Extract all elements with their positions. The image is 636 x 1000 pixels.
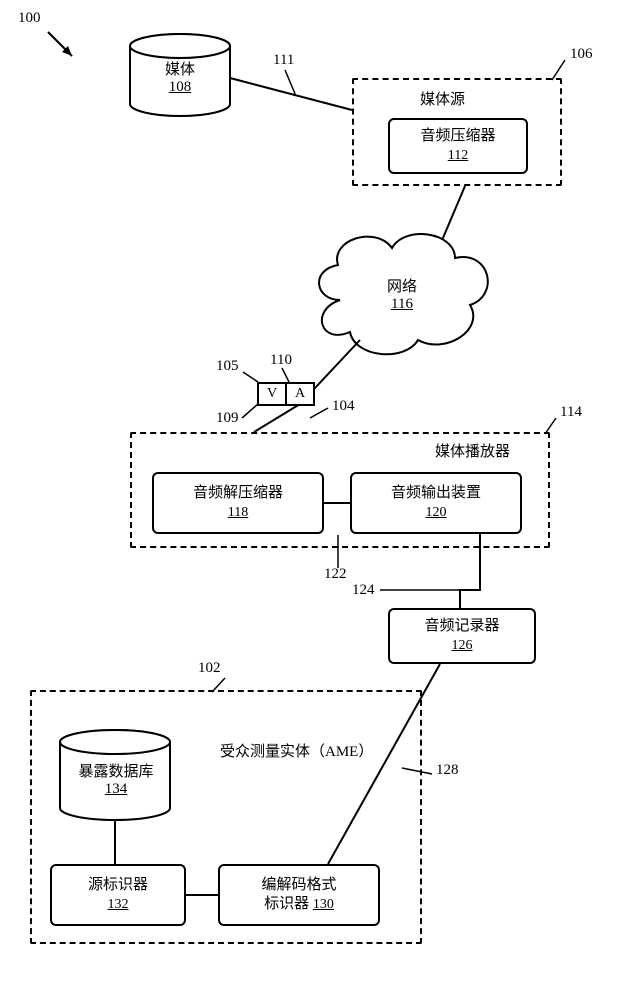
cloud-label: 网络 116 xyxy=(372,275,432,313)
exposure-db-label: 暴露数据库 134 xyxy=(70,760,162,798)
packet-a: A xyxy=(295,386,305,402)
packet-v: V xyxy=(267,386,277,402)
ref-102: 102 xyxy=(198,660,221,677)
codec-identifier-label1: 编解码格式 xyxy=(261,876,336,896)
media-source-title: 媒体源 xyxy=(420,88,465,109)
audio-output-num: 120 xyxy=(426,504,447,522)
media-db-num: 108 xyxy=(169,79,192,95)
ref-128: 128 xyxy=(436,762,459,779)
exposure-db-num: 134 xyxy=(105,781,128,797)
codec-identifier-label-row: 标识器 130 xyxy=(264,895,334,915)
ref-104: 104 xyxy=(332,398,355,415)
exposure-db-text: 暴露数据库 xyxy=(78,764,153,780)
media-db-label: 媒体 108 xyxy=(150,58,210,96)
media-player-title: 媒体播放器 xyxy=(435,440,510,461)
audio-decompressor-label: 音频解压缩器 xyxy=(193,484,283,504)
audio-output-label: 音频输出装置 xyxy=(391,484,481,504)
codec-identifier-num: 130 xyxy=(313,897,334,912)
ref-105: 105 xyxy=(216,358,239,375)
audio-recorder-label: 音频记录器 xyxy=(424,617,499,637)
cloud-text: 网络 xyxy=(387,279,417,295)
audio-output-box: 音频输出装置 120 xyxy=(350,472,522,534)
audio-decompressor-box: 音频解压缩器 118 xyxy=(152,472,324,534)
diagram-canvas: 100 媒体 108 111 媒体源 106 音频压缩器 112 网络 116 … xyxy=(0,0,636,1000)
packet-v-cell: V xyxy=(257,382,287,406)
audio-recorder-box: 音频记录器 126 xyxy=(388,608,536,664)
codec-identifier-label2: 标识器 xyxy=(264,896,309,912)
ref-122: 122 xyxy=(324,566,347,583)
audio-compressor-box: 音频压缩器 112 xyxy=(388,118,528,174)
media-db-text: 媒体 xyxy=(165,62,195,78)
packet-a-cell: A xyxy=(285,382,315,406)
ref-106: 106 xyxy=(570,46,593,63)
source-identifier-num: 132 xyxy=(108,896,129,914)
ref-109: 109 xyxy=(216,410,239,427)
ame-title: 受众测量实体（AME） xyxy=(220,740,373,761)
ref-124: 124 xyxy=(352,582,375,599)
audio-compressor-num: 112 xyxy=(448,147,468,165)
ref-111: 111 xyxy=(273,52,294,69)
figure-ref-100: 100 xyxy=(18,10,41,27)
codec-identifier-box: 编解码格式 标识器 130 xyxy=(218,864,380,926)
audio-decompressor-num: 118 xyxy=(228,504,248,522)
ref-114: 114 xyxy=(560,404,582,421)
audio-compressor-label: 音频压缩器 xyxy=(420,127,495,147)
cloud-num: 116 xyxy=(391,296,413,312)
audio-recorder-num: 126 xyxy=(452,637,473,655)
source-identifier-label: 源标识器 xyxy=(88,876,148,896)
source-identifier-box: 源标识器 132 xyxy=(50,864,186,926)
ref-110: 110 xyxy=(270,352,292,369)
